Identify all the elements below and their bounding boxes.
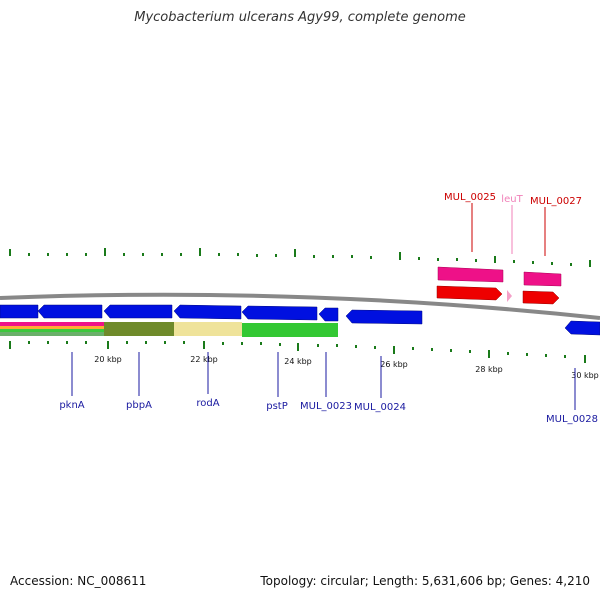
blue-genes <box>0 304 600 336</box>
gene-red-forward-1[interactable] <box>436 285 503 301</box>
gene-mul-0028-shape[interactable] <box>564 320 600 336</box>
gene-label[interactable]: pbpA <box>126 400 152 411</box>
gene-mul-0023-shape[interactable] <box>318 307 339 322</box>
stripe-yellow <box>174 322 242 336</box>
genome-summary: Topology: circular; Length: 5,631,606 bp… <box>260 574 590 588</box>
gene-mul-0025-shape[interactable] <box>437 266 504 283</box>
gene-label[interactable]: pstP <box>266 401 288 412</box>
genome-backbone <box>0 292 600 320</box>
gene-label[interactable]: MUL_0024 <box>354 402 406 413</box>
scale-label: 30 kbp <box>571 371 599 380</box>
gene-label[interactable]: rodA <box>196 398 219 409</box>
gene-roda-shape[interactable] <box>173 304 242 320</box>
top-strand-genes <box>436 266 562 305</box>
gene-label[interactable]: MUL_0027 <box>530 196 582 207</box>
gene-block-1[interactable] <box>0 304 39 319</box>
gene-label[interactable]: MUL_0025 <box>444 192 496 203</box>
gene-pkna-shape[interactable] <box>37 304 103 319</box>
scale-label: 22 kbp <box>190 355 218 364</box>
gene-label[interactable]: leuT <box>501 194 523 205</box>
feature-stripes <box>0 322 338 337</box>
bottom-gene-labels: pknA pbpA rodA pstP MUL_0023 MUL_0024 MUL_0028 <box>59 352 598 425</box>
gene-mul-0024-shape[interactable] <box>345 309 423 325</box>
gene-pstp-shape[interactable] <box>241 305 318 321</box>
scale-label: 26 kbp <box>380 360 408 369</box>
gene-label[interactable]: MUL_0023 <box>300 401 352 412</box>
map-title: Mycobacterium ulcerans Agy99, complete g… <box>134 10 466 25</box>
top-gene-labels: MUL_0025 leuT MUL_0027 <box>444 192 582 256</box>
gene-label[interactable]: MUL_0028 <box>546 414 598 425</box>
stripe-olive <box>104 322 174 336</box>
scale-label: 24 kbp <box>284 357 312 366</box>
stripe-green <box>242 323 338 337</box>
scale-labels: 20 kbp 22 kbp 24 kbp 26 kbp 28 kbp 30 kbp <box>94 355 599 380</box>
gene-red-forward-2[interactable] <box>522 290 560 305</box>
bottom-tick-row <box>9 341 586 363</box>
scale-label: 28 kbp <box>475 365 503 374</box>
gene-leut-shape[interactable] <box>507 290 512 302</box>
accession-label: Accession: NC_008611 <box>10 574 147 588</box>
scale-label: 20 kbp <box>94 355 122 364</box>
top-tick-row <box>9 248 591 267</box>
gene-pbpa-shape[interactable] <box>103 304 173 319</box>
gene-mul-0027-shape[interactable] <box>523 271 562 287</box>
gene-label[interactable]: pknA <box>59 400 84 411</box>
